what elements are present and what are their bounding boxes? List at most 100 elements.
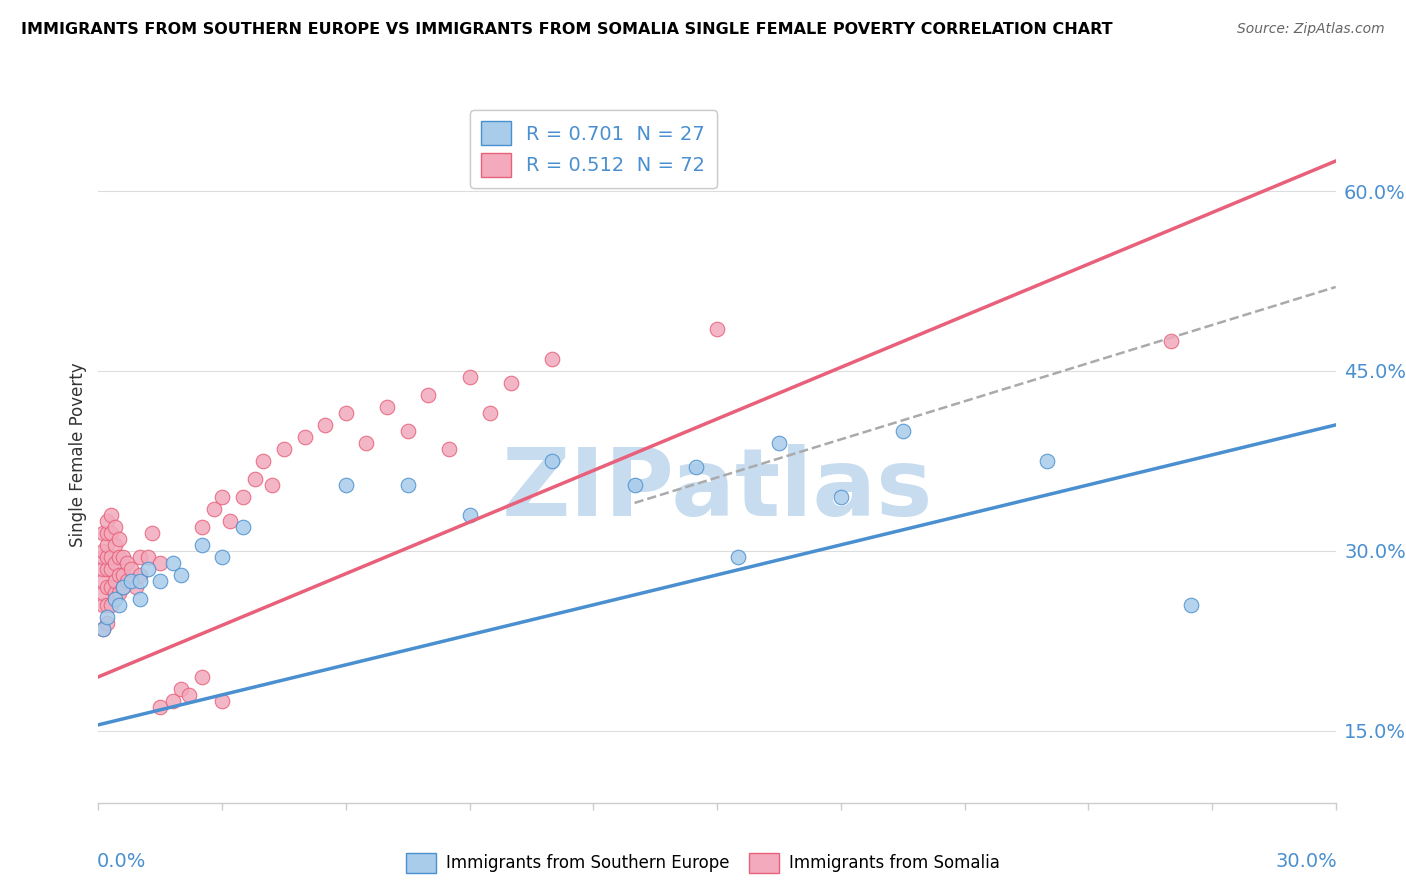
Point [623, 478, 645, 492]
Point [100, 598, 122, 612]
Point [418, 388, 440, 402]
Point [112, 580, 135, 594]
Point [91, 525, 114, 540]
Point [104, 556, 127, 570]
Point [91, 544, 114, 558]
Point [1180, 598, 1202, 612]
Point [112, 580, 135, 594]
Point [108, 586, 131, 600]
Point [458, 508, 481, 522]
Point [91, 598, 114, 612]
Point [136, 562, 159, 576]
Point [117, 574, 139, 588]
Point [219, 514, 242, 528]
Text: 0.0%: 0.0% [97, 852, 146, 871]
Point [96, 598, 118, 612]
Point [437, 442, 460, 456]
Point [232, 490, 254, 504]
Point [96, 549, 118, 564]
Point [124, 580, 146, 594]
Point [100, 525, 122, 540]
Point [136, 549, 159, 564]
Point [179, 688, 201, 702]
Point [375, 400, 398, 414]
Point [162, 694, 184, 708]
Point [100, 580, 122, 594]
Point [396, 478, 419, 492]
Point [541, 351, 564, 366]
Point [104, 586, 127, 600]
Point [260, 478, 283, 492]
Point [499, 376, 522, 390]
Legend: Immigrants from Southern Europe, Immigrants from Somalia: Immigrants from Southern Europe, Immigra… [399, 847, 1007, 880]
Point [706, 322, 728, 336]
Point [273, 442, 295, 456]
Point [479, 406, 502, 420]
Point [91, 549, 114, 564]
Point [170, 681, 193, 696]
Point [356, 436, 378, 450]
Point [190, 538, 212, 552]
Point [112, 549, 135, 564]
Point [768, 436, 790, 450]
Point [211, 549, 233, 564]
Point [96, 580, 118, 594]
Point [891, 424, 914, 438]
Point [211, 694, 233, 708]
Point [108, 549, 131, 564]
Text: ZIPatlas: ZIPatlas [502, 443, 932, 536]
Point [252, 454, 274, 468]
Point [96, 615, 118, 630]
Point [108, 567, 131, 582]
Point [211, 490, 233, 504]
Point [170, 567, 193, 582]
Point [335, 406, 357, 420]
Point [91, 586, 114, 600]
Point [128, 567, 150, 582]
Point [149, 699, 172, 714]
Point [458, 370, 481, 384]
Point [190, 670, 212, 684]
Point [335, 478, 357, 492]
Point [91, 622, 114, 636]
Point [100, 562, 122, 576]
Point [112, 567, 135, 582]
Point [727, 549, 749, 564]
Point [1036, 454, 1059, 468]
Point [100, 508, 122, 522]
Point [314, 417, 336, 432]
Point [141, 525, 163, 540]
Text: 30.0%: 30.0% [1275, 852, 1337, 871]
Point [96, 525, 118, 540]
Point [91, 574, 114, 588]
Point [96, 538, 118, 552]
Point [120, 562, 142, 576]
Point [104, 520, 127, 534]
Point [294, 430, 316, 444]
Point [120, 574, 142, 588]
Point [108, 598, 131, 612]
Point [1160, 334, 1182, 348]
Point [541, 454, 564, 468]
Legend: R = 0.701  N = 27, R = 0.512  N = 72: R = 0.701 N = 27, R = 0.512 N = 72 [470, 110, 717, 188]
Point [104, 591, 127, 606]
Text: Source: ZipAtlas.com: Source: ZipAtlas.com [1237, 22, 1385, 37]
Point [149, 556, 172, 570]
Point [104, 574, 127, 588]
Point [96, 610, 118, 624]
Point [108, 532, 131, 546]
Text: IMMIGRANTS FROM SOUTHERN EUROPE VS IMMIGRANTS FROM SOMALIA SINGLE FEMALE POVERTY: IMMIGRANTS FROM SOUTHERN EUROPE VS IMMIG… [21, 22, 1112, 37]
Point [91, 622, 114, 636]
Point [100, 549, 122, 564]
Point [91, 562, 114, 576]
Point [117, 556, 139, 570]
Point [190, 520, 212, 534]
Point [128, 574, 150, 588]
Point [96, 514, 118, 528]
Point [104, 538, 127, 552]
Point [96, 562, 118, 576]
Point [243, 472, 266, 486]
Point [232, 520, 254, 534]
Y-axis label: Single Female Poverty: Single Female Poverty [69, 363, 87, 547]
Point [128, 591, 150, 606]
